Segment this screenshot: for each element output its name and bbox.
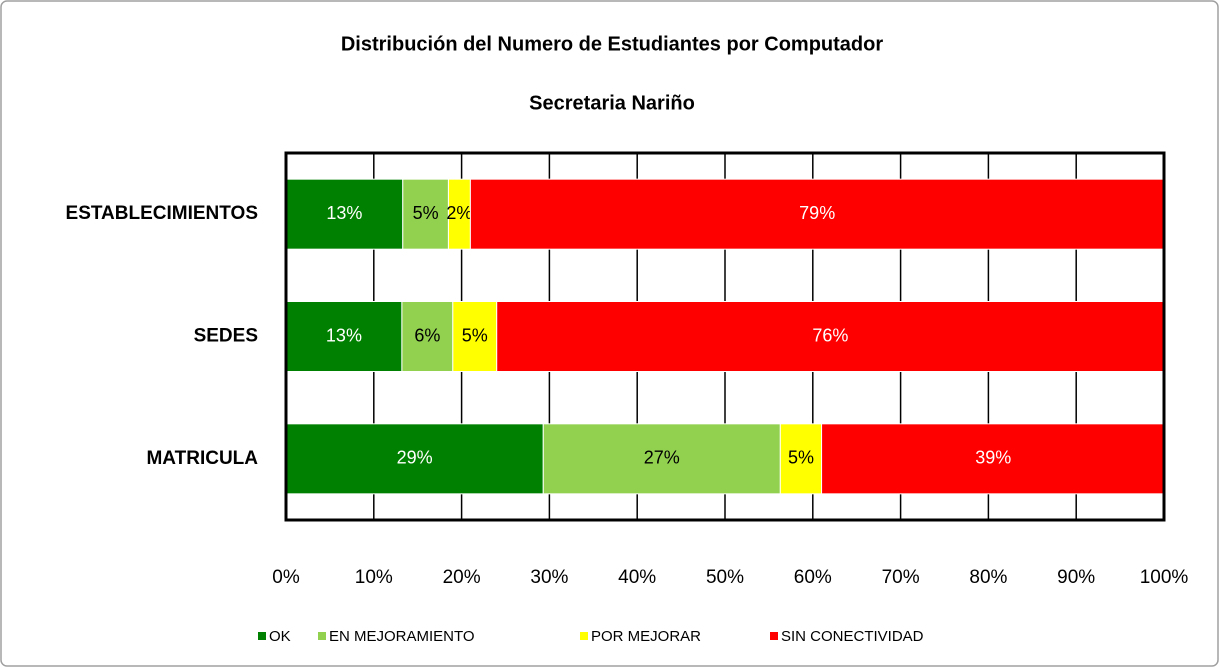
data-label: 29% bbox=[397, 448, 433, 468]
bar-segment bbox=[779, 423, 823, 495]
bar-segment bbox=[821, 423, 1166, 495]
data-label: 5% bbox=[413, 203, 439, 223]
y-tick-label: ESTABLECIMIENTOS bbox=[66, 203, 258, 224]
data-label: 6% bbox=[414, 325, 440, 345]
data-label: 5% bbox=[788, 448, 814, 468]
data-label: 13% bbox=[326, 203, 362, 223]
legend-label: POR MEJORAR bbox=[591, 628, 701, 645]
legend-swatch bbox=[770, 632, 778, 640]
chart-subtitle: Secretaria Nariño bbox=[529, 92, 695, 114]
data-label: 76% bbox=[812, 325, 848, 345]
x-tick-label: 0% bbox=[272, 567, 300, 588]
x-tick-label: 70% bbox=[882, 567, 920, 588]
data-label: 39% bbox=[975, 448, 1011, 468]
legend-swatch bbox=[318, 632, 326, 640]
data-label: 13% bbox=[326, 325, 362, 345]
bar-segment bbox=[469, 178, 1165, 250]
legend-label: EN MEJORAMIENTO bbox=[329, 628, 475, 645]
x-tick-label: 50% bbox=[706, 567, 744, 588]
data-label: 27% bbox=[644, 448, 680, 468]
legend-label: OK bbox=[269, 628, 291, 645]
data-label: 79% bbox=[799, 203, 835, 223]
y-tick-label: MATRICULA bbox=[146, 448, 258, 469]
bar-segment bbox=[542, 423, 781, 495]
x-tick-label: 80% bbox=[969, 567, 1007, 588]
x-tick-label: 20% bbox=[443, 567, 481, 588]
x-tick-label: 90% bbox=[1057, 567, 1095, 588]
data-label: 2% bbox=[446, 203, 472, 223]
x-tick-label: 40% bbox=[618, 567, 656, 588]
x-tick-label: 30% bbox=[530, 567, 568, 588]
chart-title: Distribución del Numero de Estudiantes p… bbox=[341, 33, 883, 55]
legend-label: SIN CONECTIVIDAD bbox=[781, 628, 924, 645]
legend-swatch bbox=[258, 632, 266, 640]
bar-segment bbox=[496, 301, 1165, 372]
plot-frame bbox=[284, 151, 1166, 522]
legend-swatch bbox=[580, 632, 588, 640]
y-tick-label: SEDES bbox=[194, 326, 258, 347]
x-tick-label: 60% bbox=[794, 567, 832, 588]
x-tick-label: 100% bbox=[1140, 567, 1189, 588]
data-label: 5% bbox=[462, 325, 488, 345]
x-tick-label: 10% bbox=[355, 567, 393, 588]
bar-segment bbox=[452, 301, 498, 372]
